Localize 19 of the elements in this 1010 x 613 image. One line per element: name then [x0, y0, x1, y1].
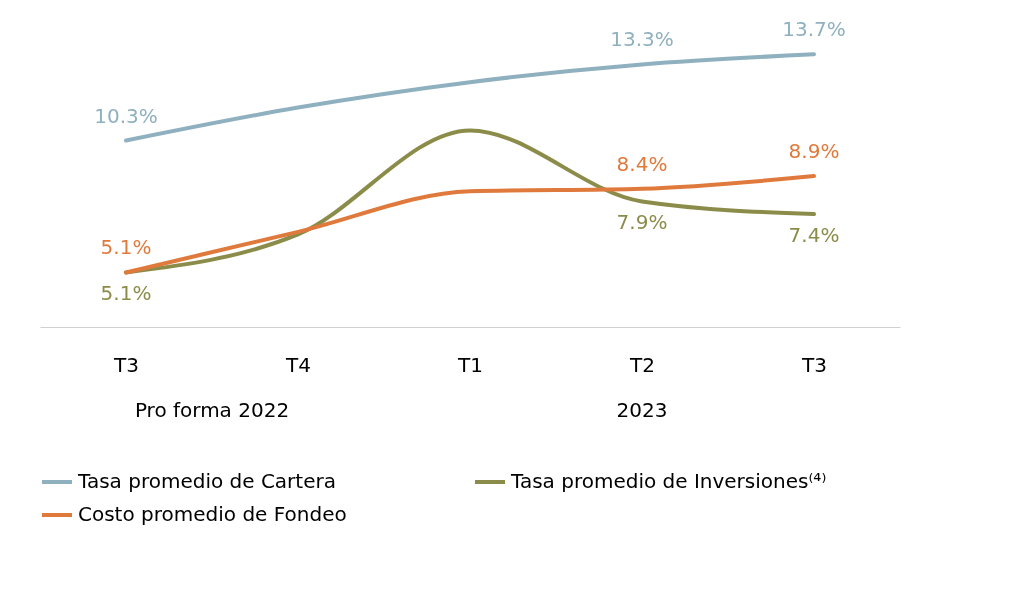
- data-label: 8.9%: [788, 139, 840, 164]
- text: Pro forma 2022: [134, 398, 290, 422]
- data-label: 13.7%: [782, 17, 846, 42]
- data-label: 5.1%: [100, 281, 152, 306]
- legend-label: Costo promedio de Fondeo: [78, 502, 347, 526]
- x-tick-label: T4: [285, 352, 311, 377]
- x-tick-label: T3: [113, 352, 139, 377]
- x-tick-label: T2: [629, 352, 655, 377]
- data-label: 7.4%: [788, 223, 840, 248]
- x-tick-label: T3: [801, 352, 827, 377]
- data-label: 10.3%: [94, 103, 158, 128]
- data-label: 7.9%: [616, 210, 668, 235]
- legend-label: Tasa promedio de Inversiones⁽⁴⁾: [510, 469, 827, 493]
- data-label: 8.4%: [616, 151, 668, 176]
- legend-label: Tasa promedio de Cartera: [77, 469, 336, 493]
- text: 2023: [616, 398, 668, 422]
- data-label: 5.1%: [100, 235, 152, 260]
- x-tick-label: T1: [457, 352, 483, 377]
- data-label: 13.3%: [610, 27, 674, 52]
